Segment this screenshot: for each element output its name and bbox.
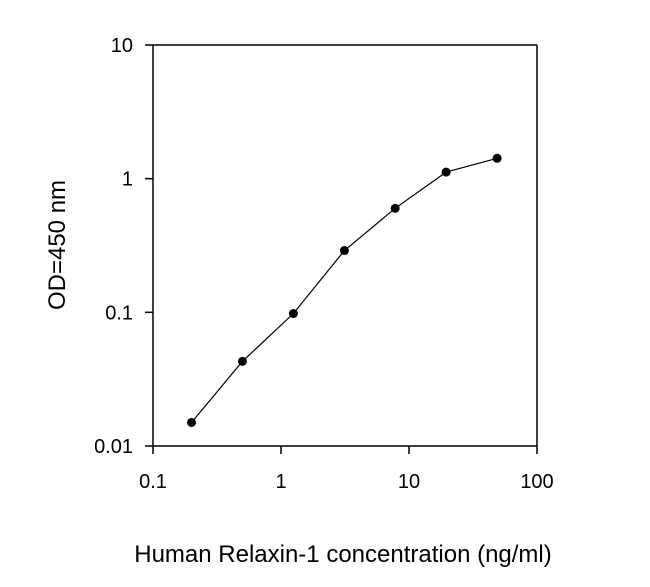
data-point	[187, 417, 197, 427]
x-tick-label: 1	[275, 471, 286, 493]
data-point	[288, 309, 298, 319]
x-tick-label: 0.1	[139, 471, 167, 493]
x-axis-ticks: 0.1 1 10 100	[139, 446, 554, 493]
y-tick-label: 0.1	[105, 302, 133, 324]
x-tick-label: 10	[398, 471, 420, 493]
data-point	[441, 167, 451, 177]
series-line	[191, 157, 498, 423]
x-tick-label: 100	[520, 471, 553, 493]
y-axis-title: OD=450 nm	[44, 180, 71, 310]
y-tick-label: 1	[122, 169, 133, 191]
data-point	[390, 203, 400, 213]
data-point	[339, 246, 349, 256]
x-axis-title: Human Relaxin-1 concentration (ng/ml)	[134, 541, 552, 568]
series-layer	[187, 153, 502, 427]
data-point	[237, 356, 247, 366]
y-tick-label: 10	[111, 35, 133, 57]
y-axis-ticks: 0.01 0.1 1 10	[94, 35, 153, 458]
y-tick-label: 0.01	[94, 436, 133, 458]
plot-frame	[152, 44, 538, 447]
data-point	[492, 153, 502, 163]
